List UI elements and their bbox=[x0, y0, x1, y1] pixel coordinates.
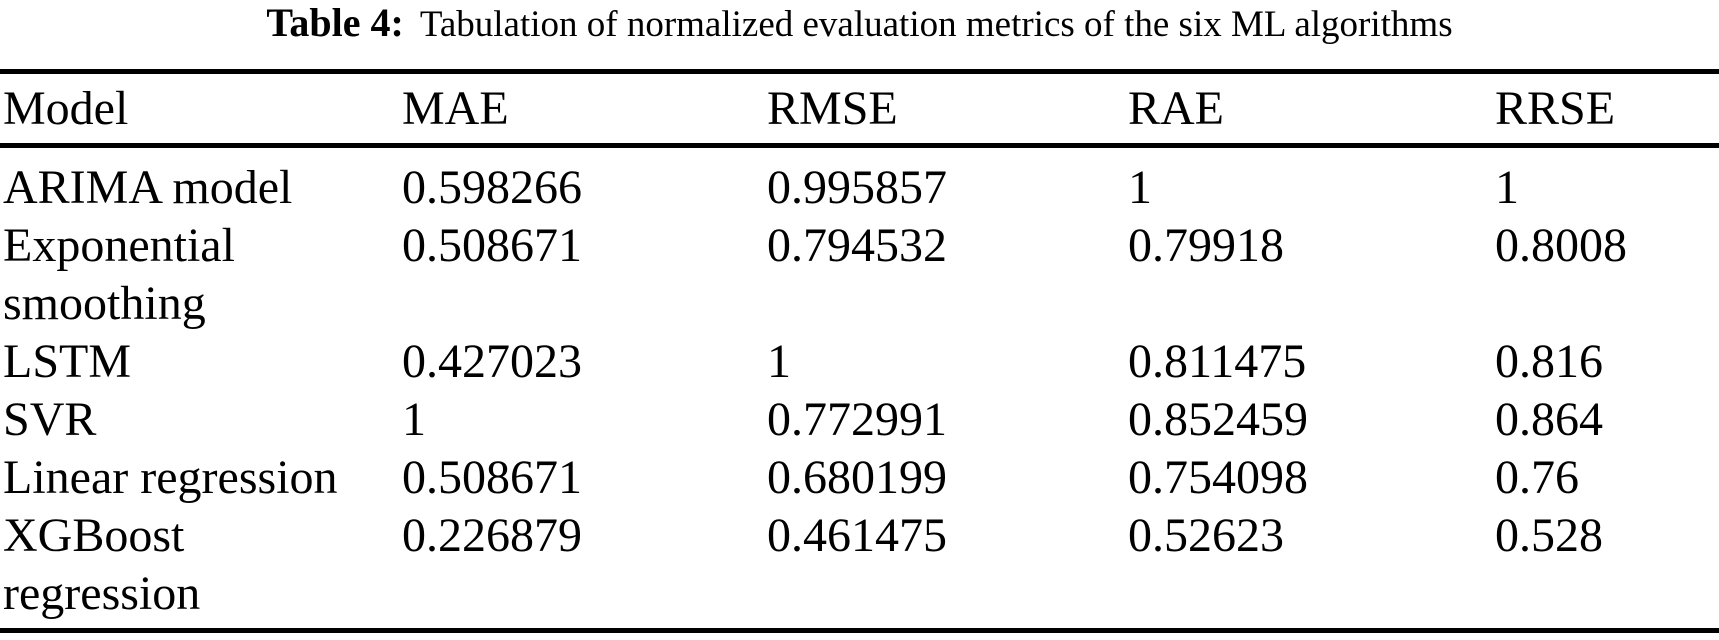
rmse-cell: 0.680199 bbox=[767, 451, 947, 504]
column-header-model: Model bbox=[0, 71, 402, 148]
rrse-cell: 0.76 bbox=[1495, 451, 1579, 504]
mae-cell: 0.508671 bbox=[402, 451, 582, 504]
rmse-cell: 0.461475 bbox=[767, 509, 947, 562]
rae-cell: 0.852459 bbox=[1128, 393, 1308, 446]
header-row: Model MAE RMSE RAE RRSE bbox=[0, 71, 1719, 148]
mae-cell: 0.226879 bbox=[402, 509, 582, 562]
model-cell: Exponential smoothing bbox=[3, 219, 235, 330]
table-row: SVR 1 0.772991 0.852459 0.864 bbox=[0, 391, 1719, 449]
table-caption-label: Table 4: bbox=[266, 0, 404, 45]
rae-cell: 0.79918 bbox=[1128, 219, 1284, 272]
mae-cell: 1 bbox=[402, 393, 426, 446]
rmse-cell: 0.794532 bbox=[767, 219, 947, 272]
table-row: Linear regression 0.508671 0.680199 0.75… bbox=[0, 449, 1719, 507]
rae-cell: 0.754098 bbox=[1128, 451, 1308, 504]
rrse-cell: 1 bbox=[1495, 161, 1519, 214]
model-cell: XGBoost regression bbox=[3, 509, 201, 620]
model-cell: ARIMA model bbox=[3, 161, 293, 214]
table-row: ARIMA model 0.598266 0.995857 1 1 bbox=[0, 146, 1719, 218]
mae-cell: 0.427023 bbox=[402, 335, 582, 388]
rmse-cell: 0.995857 bbox=[767, 161, 947, 214]
rae-cell: 0.811475 bbox=[1128, 335, 1307, 388]
rmse-cell: 1 bbox=[767, 335, 791, 388]
rae-cell: 1 bbox=[1128, 161, 1152, 214]
table-row: Exponential smoothing 0.508671 0.794532 … bbox=[0, 217, 1719, 333]
table-body: ARIMA model 0.598266 0.995857 1 1 Expone… bbox=[0, 146, 1719, 631]
mae-cell: 0.598266 bbox=[402, 161, 582, 214]
metrics-table: Model MAE RMSE RAE RRSE ARIMA model 0.59… bbox=[0, 69, 1719, 633]
column-header-rrse: RRSE bbox=[1495, 71, 1719, 148]
rrse-cell: 0.864 bbox=[1495, 393, 1603, 446]
rrse-cell: 0.816 bbox=[1495, 335, 1603, 388]
rmse-cell: 0.772991 bbox=[767, 393, 947, 446]
model-cell: SVR bbox=[3, 393, 97, 446]
mae-cell: 0.508671 bbox=[402, 219, 582, 272]
rrse-cell: 0.8008 bbox=[1495, 219, 1627, 272]
table-row: LSTM 0.427023 1 0.811475 0.816 bbox=[0, 333, 1719, 391]
column-header-rmse: RMSE bbox=[767, 71, 1128, 148]
rae-cell: 0.52623 bbox=[1128, 509, 1284, 562]
column-header-mae: MAE bbox=[402, 71, 767, 148]
table-caption: Table 4: Tabulation of normalized evaluat… bbox=[0, 0, 1719, 69]
table-header: Model MAE RMSE RAE RRSE bbox=[0, 71, 1719, 148]
model-cell: Linear regression bbox=[3, 451, 338, 504]
model-cell: LSTM bbox=[3, 335, 132, 388]
table-caption-text: Tabulation of normalized evaluation metr… bbox=[419, 4, 1453, 45]
column-header-rae: RAE bbox=[1128, 71, 1495, 148]
rrse-cell: 0.528 bbox=[1495, 509, 1603, 562]
table-row: XGBoost regression 0.226879 0.461475 0.5… bbox=[0, 507, 1719, 631]
